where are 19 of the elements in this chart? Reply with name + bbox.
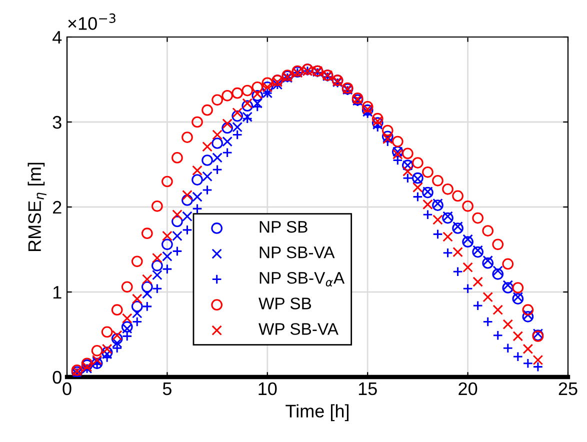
x-tick-label: 25 [558, 382, 578, 396]
x-tick-label: 0 [62, 382, 72, 396]
x-tick-label: 10 [258, 382, 277, 396]
y-tick-label: 1 [53, 286, 62, 299]
y-tick-label: 0 [52, 370, 62, 384]
y-tick-label: 3 [52, 116, 62, 129]
legend-label: WP SB-VA [258, 323, 338, 335]
text: ×10$^{−3}$ [68, 13, 116, 30]
x-tick-label: 5 [162, 382, 172, 396]
y-axis-title: RMSE$_{η}$ [m] [28, 162, 46, 252]
legend-label: NP SB [260, 220, 308, 233]
legend-label: NP SB-V$_{α}$A [260, 272, 345, 287]
x-tick-label: 15 [358, 382, 377, 396]
x-axis-title: Time [h] [286, 404, 348, 422]
legend-label: NP SB-VA [260, 246, 335, 258]
x-tick-label: 20 [458, 382, 478, 396]
legend-label: WP SB [258, 298, 312, 310]
y-tick-label: 4 [52, 31, 62, 44]
y-tick-label: 2 [53, 200, 62, 214]
